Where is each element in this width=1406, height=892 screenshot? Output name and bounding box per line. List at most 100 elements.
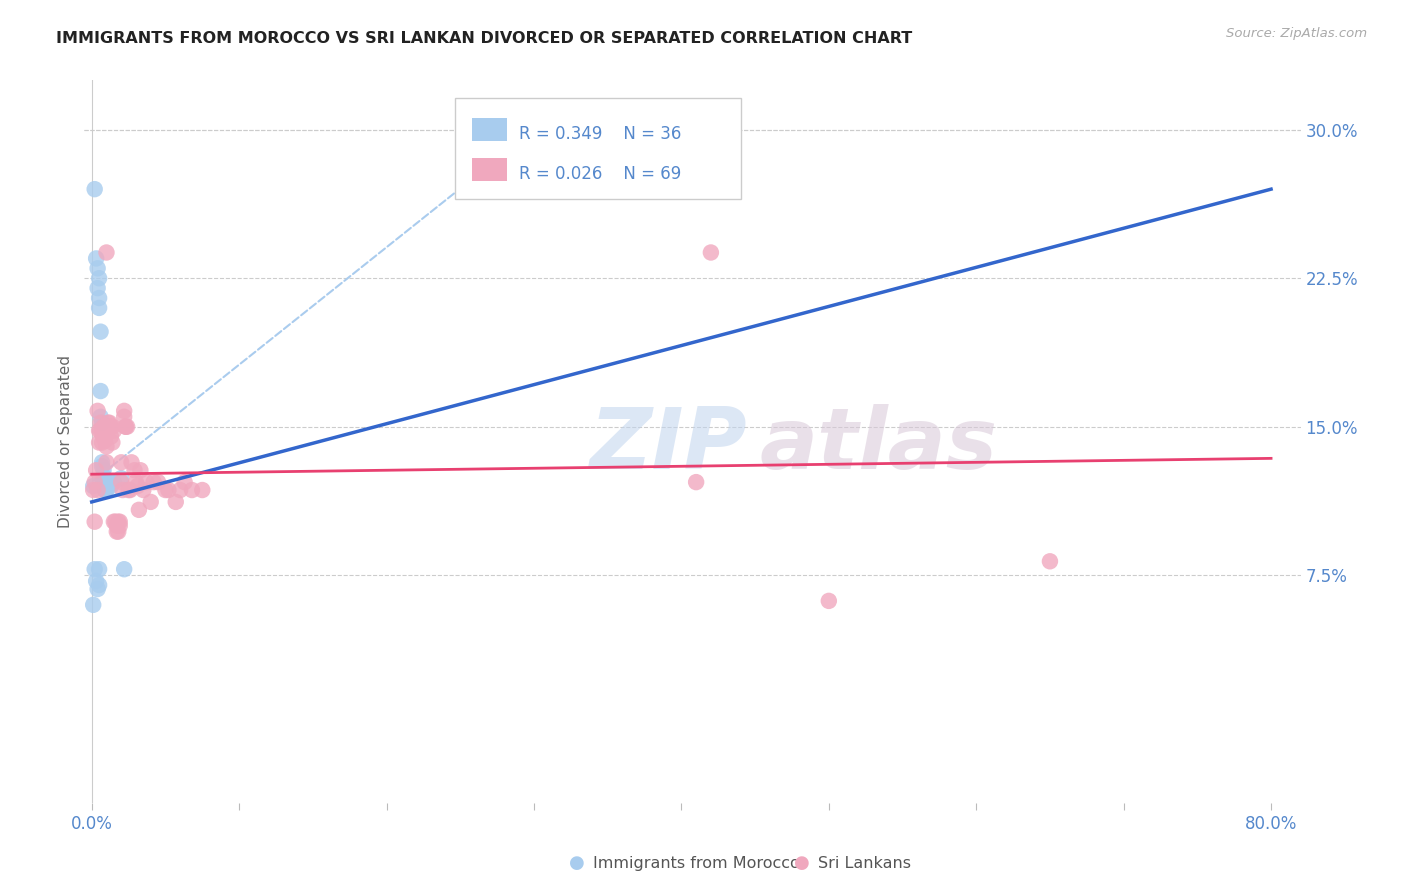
Point — [101, 419, 124, 434]
Point — [124, 463, 146, 477]
Point — [169, 483, 191, 497]
Text: Sri Lankans: Sri Lankans — [818, 856, 911, 871]
Point — [114, 419, 136, 434]
Text: Immigrants from Morocco: Immigrants from Morocco — [593, 856, 800, 871]
Point — [103, 424, 125, 438]
Point — [181, 483, 204, 497]
Point — [112, 404, 135, 418]
Point — [700, 245, 723, 260]
Y-axis label: Divorced or Separated: Divorced or Separated — [58, 355, 73, 528]
Point — [105, 524, 128, 539]
Point — [94, 475, 117, 489]
Point — [191, 483, 214, 497]
Point — [87, 578, 110, 592]
Point — [93, 475, 115, 489]
Point — [100, 429, 122, 443]
Point — [114, 419, 136, 434]
Point — [1039, 554, 1062, 568]
Point — [87, 424, 110, 438]
Point — [86, 582, 108, 596]
Text: ●: ● — [568, 855, 585, 872]
Point — [103, 515, 125, 529]
Point — [91, 455, 114, 469]
Point — [103, 475, 125, 489]
Point — [98, 475, 121, 489]
Point — [817, 594, 839, 608]
Point — [86, 404, 108, 418]
Point — [94, 483, 117, 497]
Point — [82, 483, 104, 497]
Point — [83, 182, 105, 196]
Point — [82, 479, 104, 493]
Point — [685, 475, 707, 489]
Point — [94, 419, 117, 434]
Point — [86, 483, 108, 497]
Point — [112, 562, 135, 576]
Point — [127, 479, 149, 493]
Point — [100, 479, 122, 493]
Point — [93, 463, 115, 477]
Point — [83, 515, 105, 529]
Point — [111, 483, 134, 497]
Point — [100, 419, 122, 434]
Point — [117, 483, 139, 497]
Point — [93, 419, 115, 434]
Point — [90, 384, 112, 398]
Point — [146, 475, 169, 489]
Point — [84, 574, 107, 588]
Point — [105, 518, 128, 533]
Text: IMMIGRANTS FROM MOROCCO VS SRI LANKAN DIVORCED OR SEPARATED CORRELATION CHART: IMMIGRANTS FROM MOROCCO VS SRI LANKAN DI… — [56, 31, 912, 46]
Point — [86, 281, 108, 295]
Text: R = 0.349    N = 36: R = 0.349 N = 36 — [519, 125, 681, 143]
Point — [90, 325, 112, 339]
Point — [155, 483, 177, 497]
Point — [96, 475, 118, 489]
Point — [90, 416, 112, 430]
Point — [97, 424, 120, 438]
Point — [91, 459, 114, 474]
Point — [96, 455, 118, 469]
Point — [94, 429, 117, 443]
Point — [83, 475, 105, 489]
Point — [115, 419, 138, 434]
Point — [87, 271, 110, 285]
Text: ●: ● — [793, 855, 810, 872]
Point — [90, 409, 112, 424]
Point — [157, 483, 180, 497]
Text: R = 0.026    N = 69: R = 0.026 N = 69 — [519, 165, 681, 183]
Point — [142, 475, 165, 489]
Point — [135, 475, 157, 489]
Point — [91, 424, 114, 438]
Point — [83, 562, 105, 576]
Point — [96, 483, 118, 497]
Point — [108, 515, 131, 529]
Point — [94, 483, 117, 497]
Point — [120, 483, 142, 497]
Point — [96, 440, 118, 454]
Point — [91, 416, 114, 430]
Point — [128, 503, 150, 517]
Point — [96, 245, 118, 260]
Point — [121, 455, 143, 469]
Point — [93, 429, 115, 443]
Point — [87, 301, 110, 315]
Point — [84, 463, 107, 477]
Point — [87, 562, 110, 576]
Point — [129, 463, 152, 477]
Point — [98, 416, 121, 430]
Point — [112, 409, 135, 424]
Point — [97, 416, 120, 430]
Point — [107, 515, 129, 529]
Point — [125, 475, 148, 489]
Text: Source: ZipAtlas.com: Source: ZipAtlas.com — [1226, 27, 1367, 40]
Point — [87, 435, 110, 450]
Point — [108, 518, 131, 533]
Point — [104, 515, 127, 529]
Point — [110, 471, 132, 485]
Point — [87, 291, 110, 305]
Point — [107, 524, 129, 539]
Point — [82, 598, 104, 612]
Point — [97, 479, 120, 493]
Point — [98, 419, 121, 434]
Text: atlas: atlas — [759, 404, 997, 487]
